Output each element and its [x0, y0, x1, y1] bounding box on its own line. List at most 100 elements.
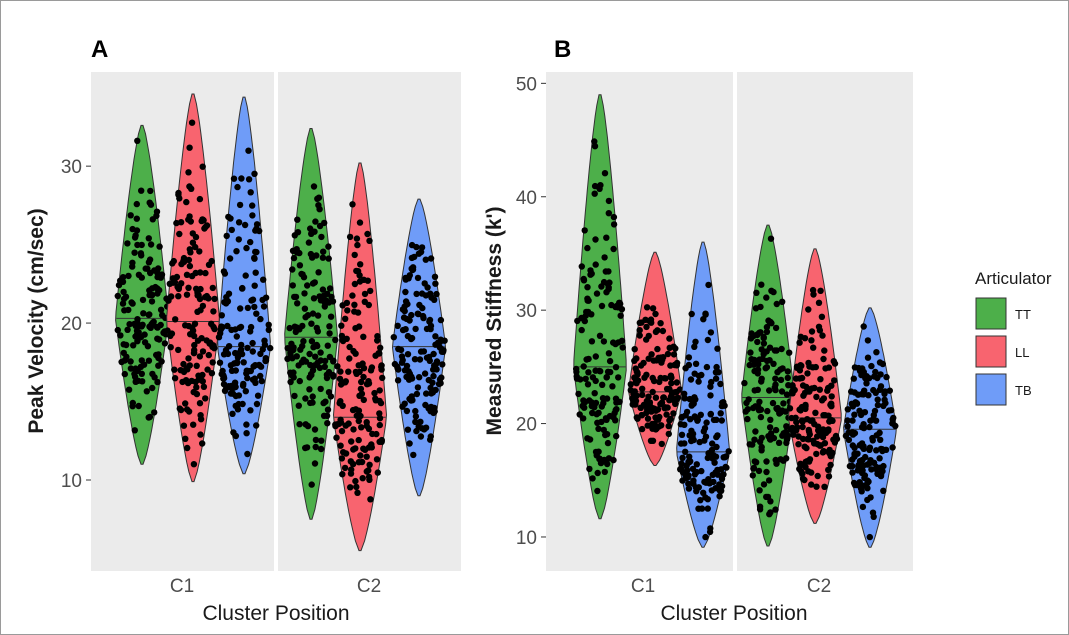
panel-b-data-point: [617, 300, 624, 308]
panel-b-data-point: [892, 422, 899, 430]
panel-a-data-point: [127, 212, 134, 219]
panel-a-data-point: [226, 255, 234, 262]
panel-b-data-point: [770, 434, 778, 442]
panel-b-data-point: [594, 469, 601, 477]
panel-a-data-point: [253, 400, 261, 408]
panel-b-data-point: [634, 369, 641, 376]
panel-b-data-point: [806, 456, 814, 463]
panel-b-data-point: [808, 481, 815, 488]
panel-a-data-point: [176, 405, 183, 412]
panel-b-data-point: [820, 448, 828, 455]
panel-b-data-point: [865, 392, 872, 399]
panel-a-data-point: [243, 430, 250, 437]
panel-a: A 10 20 30 C1 C2 Cluster Position Peak Vel…: [25, 36, 461, 625]
panel-b-data-point: [877, 383, 885, 390]
panel-a-data-point: [225, 343, 233, 350]
panel-b-data-point: [861, 472, 869, 479]
panel-b-data-point: [788, 414, 795, 422]
panel-a-data-point: [267, 344, 274, 352]
panel-b-data-point: [686, 459, 693, 466]
panel-a-data-point: [350, 347, 357, 355]
panel-a-data-point: [310, 183, 318, 190]
panel-a-data-point: [192, 243, 199, 251]
panel-b-data-point: [596, 367, 603, 375]
panel-a-data-point: [437, 316, 445, 324]
panel-a-data-point: [249, 202, 256, 209]
panel-a-data-point: [147, 187, 154, 195]
panel-b-data-point: [605, 197, 613, 205]
panel-a-data-point: [153, 323, 160, 331]
panel-b-data-point: [815, 323, 823, 330]
panel-b-data-point: [599, 395, 607, 402]
panel-b-data-point: [665, 430, 672, 438]
panel-a-data-point: [245, 176, 253, 183]
panel-b-data-point: [654, 345, 661, 353]
panel-a-data-point: [251, 303, 258, 311]
panel-a-data-point: [310, 295, 318, 302]
panel-a-data-point: [324, 420, 331, 427]
panel-b-data-point: [824, 387, 831, 394]
panel-a-data-point: [211, 325, 218, 333]
panel-b-data-point: [650, 377, 658, 385]
panel-a-data-point: [186, 262, 194, 270]
panel-b-data-point: [674, 394, 682, 401]
panel-a-data-point: [194, 308, 201, 315]
panel-b-data-point: [607, 368, 614, 376]
panel-b-data-point: [685, 354, 693, 361]
panel-b-data-point: [756, 398, 763, 405]
panel-a-data-point: [308, 320, 315, 327]
panel-b-data-point: [819, 332, 826, 339]
panel-b-data-point: [632, 400, 639, 408]
panel-b-data-point: [586, 397, 593, 404]
panel-a-data-point: [309, 367, 317, 374]
panel-a-data-point: [429, 379, 436, 386]
panel-a-data-point: [249, 212, 256, 219]
panel-a-data-point: [225, 213, 232, 221]
panel-b-data-point: [789, 388, 796, 395]
panel-a-data-point: [338, 332, 346, 340]
panel-b-data-point: [851, 411, 858, 418]
panel-a-data-point: [242, 272, 249, 279]
panel-a-data-point: [353, 483, 360, 491]
panel-a-data-point: [323, 412, 331, 419]
panel-b-data-point: [786, 349, 793, 356]
panel-b-data-point: [589, 475, 596, 482]
panel-b-data-point: [825, 473, 833, 480]
panel-b-data-point: [662, 375, 669, 382]
panel-a-data-point: [247, 323, 255, 331]
panel-b-data-point: [766, 344, 774, 351]
panel-b-data-point: [697, 411, 704, 418]
panel-a-data-point: [311, 279, 318, 286]
panel-b-data-point: [672, 400, 679, 408]
panel-a-data-point: [205, 295, 212, 302]
panel-b-data-point: [772, 386, 779, 394]
panel-a-data-point: [361, 298, 368, 305]
panel-a-data-point: [321, 357, 329, 365]
panel-b-data-point: [643, 323, 650, 331]
panel-b-data-point: [803, 383, 810, 391]
panel-a-data-point: [252, 379, 259, 386]
panel-b-data-point: [685, 473, 692, 481]
panel-a-data-point: [134, 319, 141, 327]
panel-a-data-point: [182, 400, 189, 407]
panel-b-data-point: [763, 493, 770, 501]
panel-b-data-point: [820, 395, 828, 402]
panel-b-data-point: [818, 313, 826, 320]
panel-b-data-point: [574, 317, 581, 325]
panel-a-data-point: [337, 368, 344, 375]
panel-a-data-point: [196, 353, 204, 360]
panel-b-data-point: [752, 403, 759, 410]
panel-b-data-point: [831, 439, 839, 446]
panel-a-data-point: [220, 374, 228, 382]
panel-a-data-point: [292, 328, 299, 336]
panel-a-data-point: [243, 367, 250, 374]
panel-b-data-point: [806, 431, 813, 438]
panel-b-data-point: [796, 339, 803, 346]
panel-a-data-point: [432, 341, 439, 348]
panel-a-data-point: [202, 269, 209, 277]
panel-a-data-point: [232, 432, 240, 440]
panel-a-data-point: [426, 316, 434, 324]
panel-a-data-point: [148, 298, 156, 305]
panel-b-data-point: [658, 440, 665, 448]
panel-b-data-point: [755, 467, 763, 475]
